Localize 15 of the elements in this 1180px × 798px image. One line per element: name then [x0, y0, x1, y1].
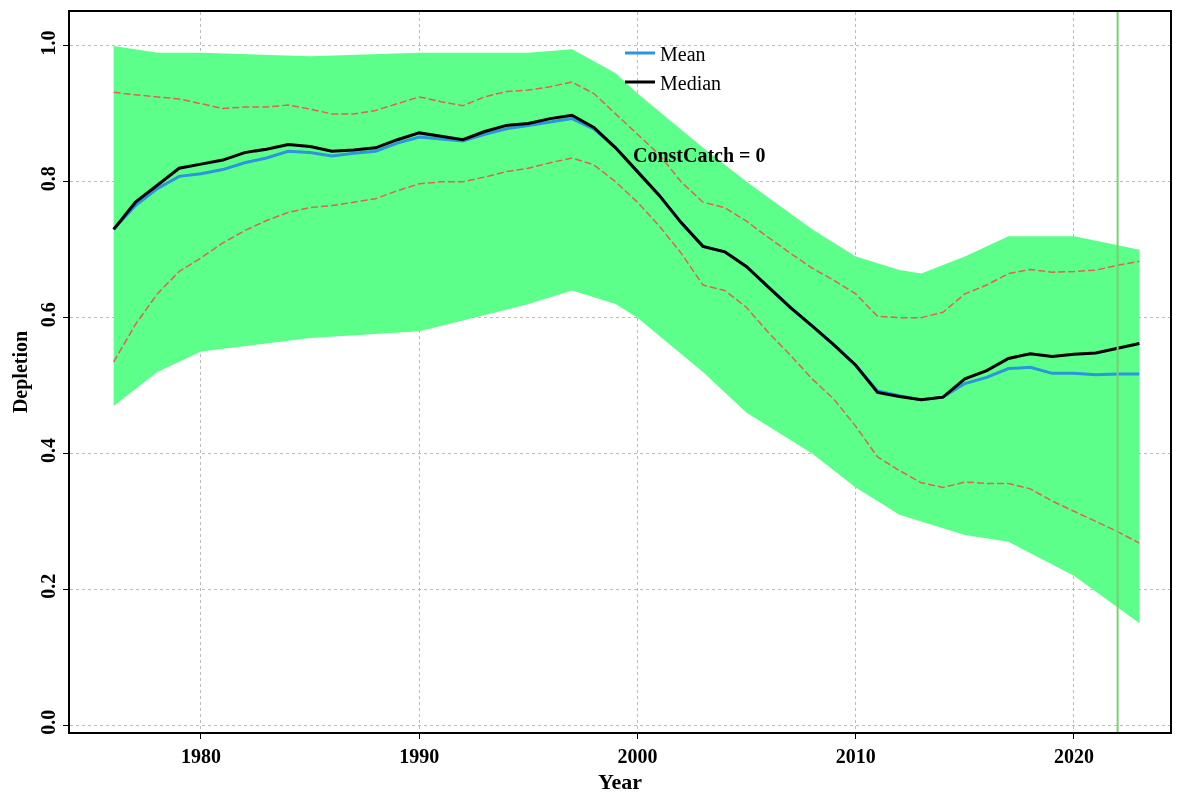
y-tick-label: 0.6 [37, 302, 60, 328]
x-tick-label: 2000 [617, 744, 658, 767]
y-tick-label: 0.0 [37, 709, 60, 735]
x-tick-label: 1980 [180, 744, 221, 767]
y-tick-label: 0.4 [37, 438, 60, 464]
y-axis-title: Depletion [9, 330, 33, 414]
x-tick-label: 1990 [399, 744, 440, 767]
legend-label: Median [660, 71, 722, 94]
y-tick-label: 0.2 [37, 573, 60, 599]
x-tick-label: 2020 [1053, 744, 1094, 767]
x-tick-label: 2010 [835, 744, 876, 767]
legend-label: Mean [660, 42, 706, 65]
y-tick-label: 0.8 [37, 166, 60, 192]
x-axis-title: Year [598, 769, 643, 795]
y-tick-label: 1.0 [37, 30, 60, 56]
